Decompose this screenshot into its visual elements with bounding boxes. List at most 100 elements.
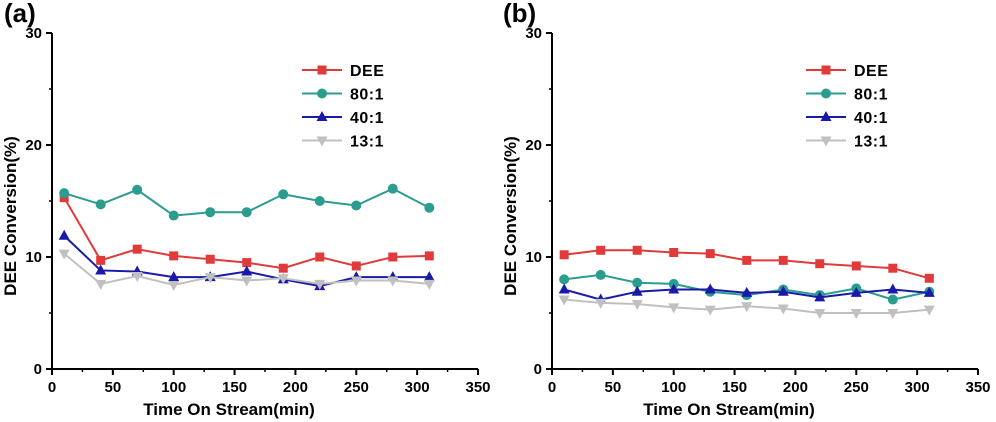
- data-point: [241, 276, 253, 287]
- data-point: [59, 188, 70, 199]
- data-point: [558, 295, 570, 306]
- legend-entry: 40:1: [806, 110, 888, 127]
- x-tick-label: 0: [548, 379, 556, 396]
- legend-entry: 13:1: [302, 134, 384, 151]
- x-tick-label: 300: [405, 379, 430, 396]
- data-point: [705, 249, 715, 259]
- legend-label: 13:1: [350, 134, 384, 151]
- series-13-1: [58, 249, 435, 291]
- x-tick-label: 100: [661, 379, 686, 396]
- series-DEE: [559, 245, 934, 283]
- data-point: [131, 272, 143, 283]
- y-tick-label: 0: [34, 361, 42, 378]
- y-tick-label: 10: [525, 249, 542, 266]
- data-point: [631, 300, 643, 311]
- data-point: [388, 252, 398, 262]
- x-tick-label: 250: [344, 379, 369, 396]
- data-point: [704, 283, 716, 294]
- legend-entry: DEE: [806, 63, 888, 80]
- legend-label: 80:1: [854, 87, 888, 104]
- x-tick-label: 150: [722, 379, 747, 396]
- y-axis-title: DEE Conversion(%): [501, 136, 520, 296]
- legend-entry: 80:1: [302, 87, 384, 104]
- data-point: [924, 273, 934, 283]
- data-point: [278, 189, 289, 200]
- data-point: [204, 273, 216, 284]
- data-point: [424, 202, 435, 213]
- legend-marker: [820, 111, 832, 121]
- data-point: [632, 277, 643, 288]
- data-point: [741, 302, 753, 313]
- y-tick-label: 0: [534, 361, 542, 378]
- x-tick-label: 100: [161, 379, 186, 396]
- y-tick-label: 10: [25, 249, 42, 266]
- data-point: [851, 261, 861, 271]
- legend-marker: [317, 65, 327, 75]
- x-axis-title: Time On Stream(min): [143, 400, 315, 419]
- legend-entry: DEE: [302, 63, 384, 80]
- data-point: [168, 271, 180, 282]
- data-point: [923, 286, 935, 297]
- data-point: [668, 303, 680, 314]
- x-tick-label: 350: [465, 379, 490, 396]
- data-point: [595, 269, 606, 280]
- data-point: [558, 283, 570, 294]
- x-tick-label: 250: [844, 379, 869, 396]
- data-point: [887, 283, 899, 294]
- data-point: [923, 305, 935, 316]
- data-point: [95, 264, 107, 275]
- data-point: [632, 245, 642, 255]
- data-point: [742, 255, 752, 265]
- data-point: [351, 200, 362, 211]
- x-axis-title: Time On Stream(min): [643, 400, 815, 419]
- data-point: [132, 244, 142, 254]
- data-point: [350, 276, 362, 287]
- data-point: [741, 286, 753, 297]
- data-point: [669, 248, 679, 258]
- x-tick-label: 200: [283, 379, 308, 396]
- y-axis-title: DEE Conversion(%): [1, 136, 20, 296]
- data-point: [278, 263, 288, 273]
- legend-marker: [316, 111, 328, 121]
- data-point: [423, 279, 435, 290]
- legend-entry: 13:1: [806, 134, 888, 151]
- data-point: [314, 196, 325, 206]
- data-point: [205, 254, 215, 264]
- data-point: [423, 271, 435, 282]
- data-point: [95, 279, 107, 290]
- data-point: [241, 265, 253, 276]
- data-point: [815, 259, 825, 269]
- data-point: [351, 261, 361, 271]
- legend-label: 40:1: [350, 110, 384, 127]
- panel-label: (b): [503, 0, 536, 28]
- legend-entry: 40:1: [302, 110, 384, 127]
- x-tick-label: 350: [965, 379, 990, 396]
- data-point: [168, 281, 180, 291]
- data-point: [887, 294, 898, 305]
- legend-marker: [316, 136, 328, 147]
- y-tick-label: 30: [25, 25, 42, 42]
- data-point: [387, 276, 399, 287]
- x-tick-label: 150: [222, 379, 247, 396]
- y-tick-label: 20: [525, 137, 542, 154]
- data-point: [58, 229, 70, 240]
- legend-marker: [820, 136, 832, 147]
- legend-label: DEE: [854, 63, 888, 80]
- data-point: [58, 249, 70, 260]
- legend-marker: [317, 88, 327, 99]
- legend-marker: [821, 65, 831, 75]
- data-point: [132, 184, 143, 195]
- data-point: [850, 309, 862, 319]
- data-point: [559, 274, 570, 285]
- legend-label: DEE: [350, 63, 384, 80]
- series-DEE: [59, 193, 434, 273]
- data-point: [887, 309, 899, 319]
- legend-label: 13:1: [854, 134, 888, 151]
- data-point: [850, 286, 862, 297]
- chart-panel-a: (a) 0 50 100 150 200 250 300 350 0 10 20 30 Time On S…: [1, 0, 491, 419]
- series-40-1: [558, 283, 935, 304]
- data-point: [168, 210, 179, 221]
- series-13-1: [558, 295, 935, 319]
- legend-entry: 80:1: [806, 87, 888, 104]
- data-point: [96, 255, 106, 265]
